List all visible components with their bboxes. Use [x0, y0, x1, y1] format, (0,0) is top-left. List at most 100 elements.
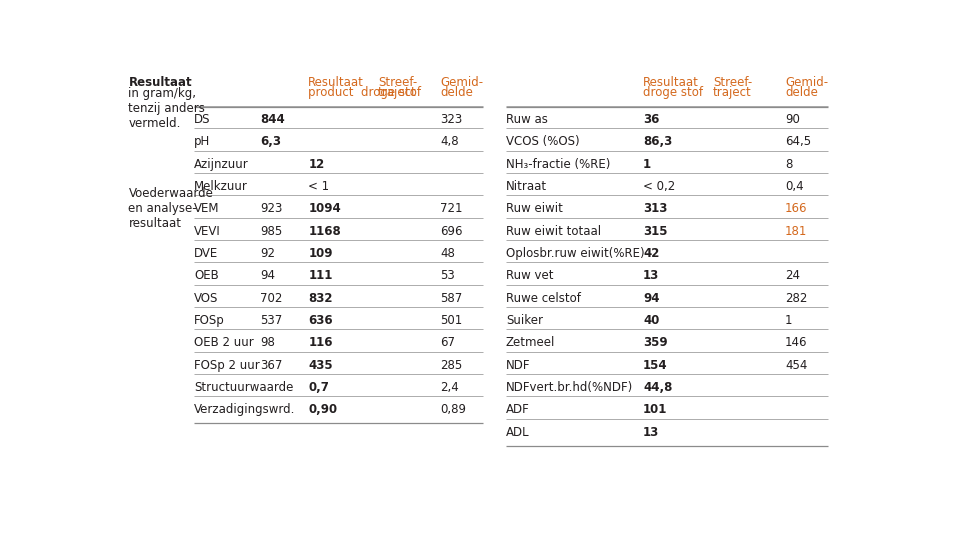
- Text: DS: DS: [194, 113, 211, 126]
- Text: 36: 36: [643, 113, 658, 126]
- Text: delde: delde: [785, 86, 817, 100]
- Text: 2,4: 2,4: [440, 381, 458, 394]
- Text: FOSp: FOSp: [194, 314, 225, 327]
- Text: Resultaat: Resultaat: [308, 76, 363, 90]
- Text: VEVI: VEVI: [194, 225, 221, 237]
- Text: Streef-: Streef-: [712, 76, 751, 90]
- Text: 0,4: 0,4: [785, 180, 803, 193]
- Text: Ruw as: Ruw as: [505, 113, 547, 126]
- Text: 44,8: 44,8: [643, 381, 672, 394]
- Text: in gram/kg,
tenzij anders
vermeld.: in gram/kg, tenzij anders vermeld.: [128, 87, 205, 130]
- Text: 0,90: 0,90: [308, 403, 337, 416]
- Text: 109: 109: [308, 247, 332, 260]
- Text: Gemid-: Gemid-: [440, 76, 483, 90]
- Text: Zetmeel: Zetmeel: [505, 337, 555, 349]
- Text: 53: 53: [440, 269, 454, 282]
- Text: 166: 166: [785, 202, 807, 216]
- Text: VOS: VOS: [194, 292, 219, 305]
- Text: VCOS (%OS): VCOS (%OS): [505, 136, 579, 148]
- Text: < 1: < 1: [308, 180, 329, 193]
- Text: Oplosbr.ruw eiwit(%RE): Oplosbr.ruw eiwit(%RE): [505, 247, 644, 260]
- Text: 1: 1: [643, 158, 651, 171]
- Text: ADL: ADL: [505, 426, 529, 438]
- Text: 323: 323: [440, 113, 462, 126]
- Text: 832: 832: [308, 292, 332, 305]
- Text: traject: traject: [712, 86, 750, 100]
- Text: product  droge stof: product droge stof: [308, 86, 421, 100]
- Text: Melkzuur: Melkzuur: [194, 180, 248, 193]
- Text: 313: 313: [643, 202, 666, 216]
- Text: < 0,2: < 0,2: [643, 180, 674, 193]
- Text: 985: 985: [260, 225, 282, 237]
- Text: 435: 435: [308, 359, 332, 372]
- Text: 1: 1: [785, 314, 791, 327]
- Text: Ruw vet: Ruw vet: [505, 269, 553, 282]
- Text: Resultaat: Resultaat: [643, 76, 699, 90]
- Text: 94: 94: [260, 269, 275, 282]
- Text: 844: 844: [260, 113, 284, 126]
- Text: 48: 48: [440, 247, 454, 260]
- Text: 501: 501: [440, 314, 462, 327]
- Text: 154: 154: [643, 359, 667, 372]
- Text: 454: 454: [785, 359, 806, 372]
- Text: Structuurwaarde: Structuurwaarde: [194, 381, 293, 394]
- Text: 636: 636: [308, 314, 332, 327]
- Text: 90: 90: [785, 113, 799, 126]
- Text: 116: 116: [308, 337, 332, 349]
- Text: ADF: ADF: [505, 403, 530, 416]
- Text: pH: pH: [194, 136, 210, 148]
- Text: Azijnzuur: Azijnzuur: [194, 158, 249, 171]
- Text: 702: 702: [260, 292, 282, 305]
- Text: droge stof: droge stof: [643, 86, 702, 100]
- Text: 92: 92: [260, 247, 275, 260]
- Text: NDFvert.br.hd(%NDF): NDFvert.br.hd(%NDF): [505, 381, 632, 394]
- Text: 0,7: 0,7: [308, 381, 329, 394]
- Text: 359: 359: [643, 337, 667, 349]
- Text: NDF: NDF: [505, 359, 530, 372]
- Text: 4,8: 4,8: [440, 136, 458, 148]
- Text: 587: 587: [440, 292, 462, 305]
- Text: 24: 24: [785, 269, 799, 282]
- Text: Ruw eiwit: Ruw eiwit: [505, 202, 562, 216]
- Text: 42: 42: [643, 247, 658, 260]
- Text: 696: 696: [440, 225, 462, 237]
- Text: 13: 13: [643, 426, 658, 438]
- Text: DVE: DVE: [194, 247, 218, 260]
- Text: 98: 98: [260, 337, 275, 349]
- Text: 285: 285: [440, 359, 462, 372]
- Text: 13: 13: [643, 269, 658, 282]
- Text: 923: 923: [260, 202, 282, 216]
- Text: 1094: 1094: [308, 202, 341, 216]
- Text: OEB: OEB: [194, 269, 219, 282]
- Text: FOSp 2 uur: FOSp 2 uur: [194, 359, 260, 372]
- Text: 12: 12: [308, 158, 324, 171]
- Text: delde: delde: [440, 86, 473, 100]
- Text: 64,5: 64,5: [785, 136, 810, 148]
- Text: 67: 67: [440, 337, 454, 349]
- Text: 111: 111: [308, 269, 332, 282]
- Text: 181: 181: [785, 225, 806, 237]
- Text: Verzadigingswrd.: Verzadigingswrd.: [194, 403, 295, 416]
- Text: 6,3: 6,3: [260, 136, 281, 148]
- Text: VEM: VEM: [194, 202, 220, 216]
- Text: 1168: 1168: [308, 225, 341, 237]
- Text: Nitraat: Nitraat: [505, 180, 546, 193]
- Text: traject: traject: [378, 86, 416, 100]
- Text: 721: 721: [440, 202, 462, 216]
- Text: 40: 40: [643, 314, 658, 327]
- Text: Ruw eiwit totaal: Ruw eiwit totaal: [505, 225, 601, 237]
- Text: 315: 315: [643, 225, 667, 237]
- Text: 537: 537: [260, 314, 282, 327]
- Text: Ruwe celstof: Ruwe celstof: [505, 292, 580, 305]
- Text: NH₃-fractie (%RE): NH₃-fractie (%RE): [505, 158, 610, 171]
- Text: 367: 367: [260, 359, 282, 372]
- Text: 146: 146: [785, 337, 807, 349]
- Text: Voederwaarde
en analyse-
resultaat: Voederwaarde en analyse- resultaat: [128, 188, 213, 230]
- Text: OEB 2 uur: OEB 2 uur: [194, 337, 254, 349]
- Text: Suiker: Suiker: [505, 314, 542, 327]
- Text: 94: 94: [643, 292, 658, 305]
- Text: 101: 101: [643, 403, 666, 416]
- Text: 0,89: 0,89: [440, 403, 465, 416]
- Text: Streef-: Streef-: [378, 76, 417, 90]
- Text: 86,3: 86,3: [643, 136, 671, 148]
